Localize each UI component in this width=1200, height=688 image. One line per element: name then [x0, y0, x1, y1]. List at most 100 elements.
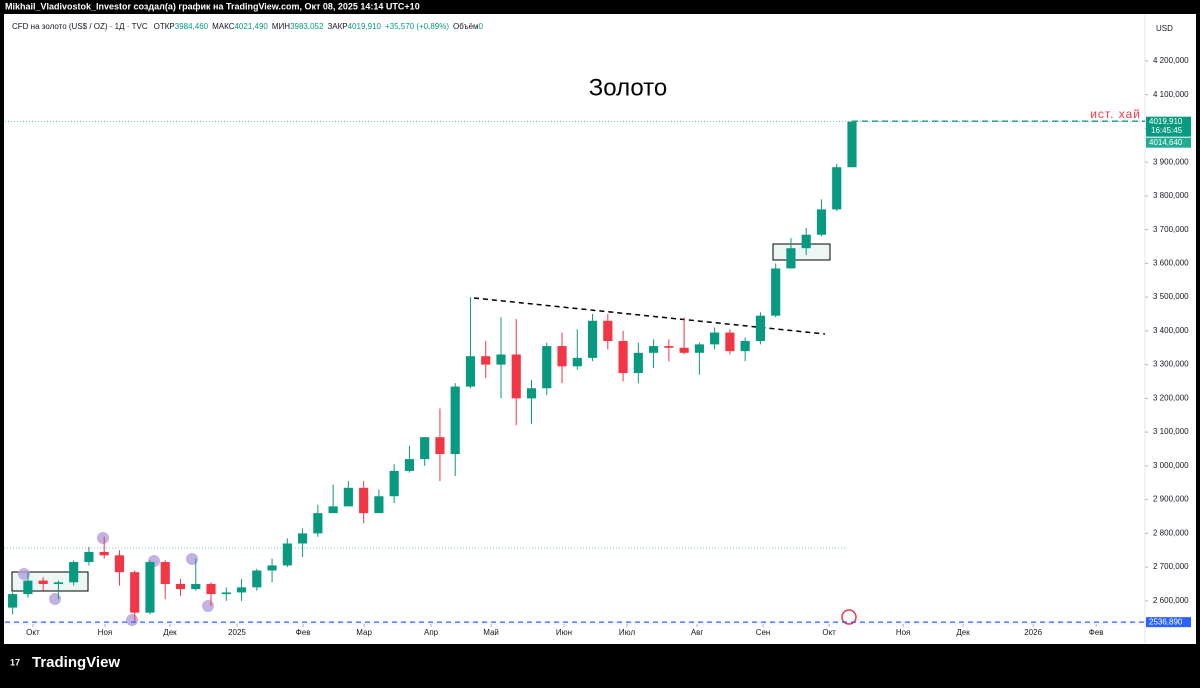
- currency: USD: [1156, 24, 1173, 33]
- candle-body: [587, 320, 598, 358]
- candle-body: [450, 386, 460, 455]
- candle-body: [465, 356, 476, 387]
- candle-body: [542, 346, 552, 389]
- y-tick-label: 4 100,000: [1153, 90, 1189, 99]
- candle-body: [114, 555, 125, 573]
- candle-body: [130, 572, 140, 613]
- x-tick-label: Фев: [296, 628, 311, 637]
- candle-body: [511, 354, 521, 399]
- candle-body: [710, 332, 720, 345]
- candle-body: [664, 346, 674, 348]
- candle-body: [8, 594, 18, 608]
- candle-body: [694, 344, 704, 353]
- y-tick-label: 2 600,000: [1153, 596, 1189, 605]
- footer: [0, 644, 1200, 683]
- x-tick-label: Мар: [356, 628, 372, 637]
- candle-body: [572, 357, 582, 367]
- candle-body: [404, 459, 414, 471]
- candle-body: [771, 268, 781, 316]
- marker: [202, 600, 214, 612]
- candle-body: [557, 346, 567, 367]
- ohlc-label: ОТКР: [154, 22, 175, 31]
- y-tick-label: 3 900,000: [1153, 157, 1189, 166]
- x-tick-label: 2025: [228, 628, 246, 637]
- candle-body: [847, 121, 857, 168]
- ohlc-label: МАКС: [212, 22, 235, 31]
- ohlc-value: 4019,910: [348, 22, 382, 31]
- x-tick-label: 2026: [1024, 628, 1042, 637]
- chart-title: Золото: [589, 74, 667, 101]
- low-badge-bg: [1146, 617, 1191, 628]
- y-tick-label: 4 200,000: [1153, 56, 1189, 65]
- event-icon[interactable]: [841, 609, 857, 625]
- logo-mark: 17: [10, 657, 20, 667]
- trend-line: [473, 297, 826, 335]
- candle-body: [328, 506, 338, 514]
- x-tick-label: Фев: [1089, 628, 1104, 637]
- x-tick-label: Май: [483, 628, 499, 637]
- prev-badge: 4014,640: [1149, 138, 1183, 147]
- ohlc-value: 3983,052: [290, 22, 324, 31]
- candle-body: [435, 437, 445, 455]
- y-tick-label: 2 700,000: [1153, 562, 1189, 571]
- marker: [49, 593, 61, 605]
- candle-body: [343, 487, 353, 507]
- candle-body: [618, 341, 628, 374]
- candle-body: [298, 533, 308, 544]
- y-tick-label: 2 900,000: [1153, 495, 1189, 504]
- candle-body: [236, 587, 247, 593]
- candle-body: [221, 592, 231, 595]
- candle-body: [725, 332, 735, 352]
- ohlc-label: МИН: [272, 22, 290, 31]
- candle-body: [816, 209, 827, 235]
- x-tick-label: Окт: [26, 628, 40, 637]
- candle-body: [84, 551, 94, 563]
- marker: [18, 568, 30, 580]
- marker: [97, 532, 109, 544]
- candle-body: [359, 487, 369, 514]
- candle-body: [23, 580, 33, 595]
- ohlc-label: Объём: [453, 22, 479, 31]
- candle-body: [267, 565, 277, 571]
- candle-body: [99, 551, 109, 556]
- candle-body: [160, 562, 170, 584]
- candle-body: [374, 496, 384, 514]
- y-tick-label: 3 700,000: [1153, 225, 1189, 234]
- ohlc-value: 0: [479, 22, 484, 31]
- y-tick-label: 3 400,000: [1153, 326, 1189, 335]
- candle-body: [786, 248, 796, 269]
- brand: TradingView: [32, 654, 120, 671]
- candle-body: [53, 582, 63, 584]
- candle-body: [69, 562, 79, 583]
- candle-body: [191, 583, 201, 590]
- candle-body: [389, 470, 399, 497]
- x-tick-label: Окт: [822, 628, 836, 637]
- x-tick-label: Дек: [163, 628, 177, 637]
- ohlc-value: 3984,460: [175, 22, 209, 31]
- candle-body: [38, 580, 48, 584]
- marker: [186, 553, 198, 565]
- candle-body: [175, 583, 186, 590]
- candle-body: [526, 388, 537, 399]
- x-tick-label: Дек: [956, 628, 970, 637]
- y-tick-label: 3 100,000: [1153, 427, 1189, 436]
- candle-body: [801, 234, 811, 249]
- range-box: [772, 243, 831, 261]
- y-tick-label: 3 300,000: [1153, 360, 1189, 369]
- x-tick-label: Июл: [619, 628, 636, 637]
- candle-body: [603, 320, 613, 342]
- candle-body: [832, 167, 842, 210]
- annotation: ист. хай: [1090, 107, 1141, 121]
- y-tick-label: 3 200,000: [1153, 393, 1189, 402]
- candle-body: [755, 315, 765, 342]
- ohlc-value: 4021,490: [234, 22, 268, 31]
- y-tick-label: 3 000,000: [1153, 461, 1189, 470]
- candle-body: [740, 341, 750, 352]
- x-tick-label: Ноя: [98, 628, 113, 637]
- candle-body: [282, 543, 292, 566]
- symbol: CFD на золото (US$ / OZ) · 1Д · TVC: [12, 22, 148, 31]
- author-line: Mikhail_Vladivostok_Investor создал(а) г…: [5, 1, 420, 11]
- low-badge: 2536,890: [1149, 617, 1183, 626]
